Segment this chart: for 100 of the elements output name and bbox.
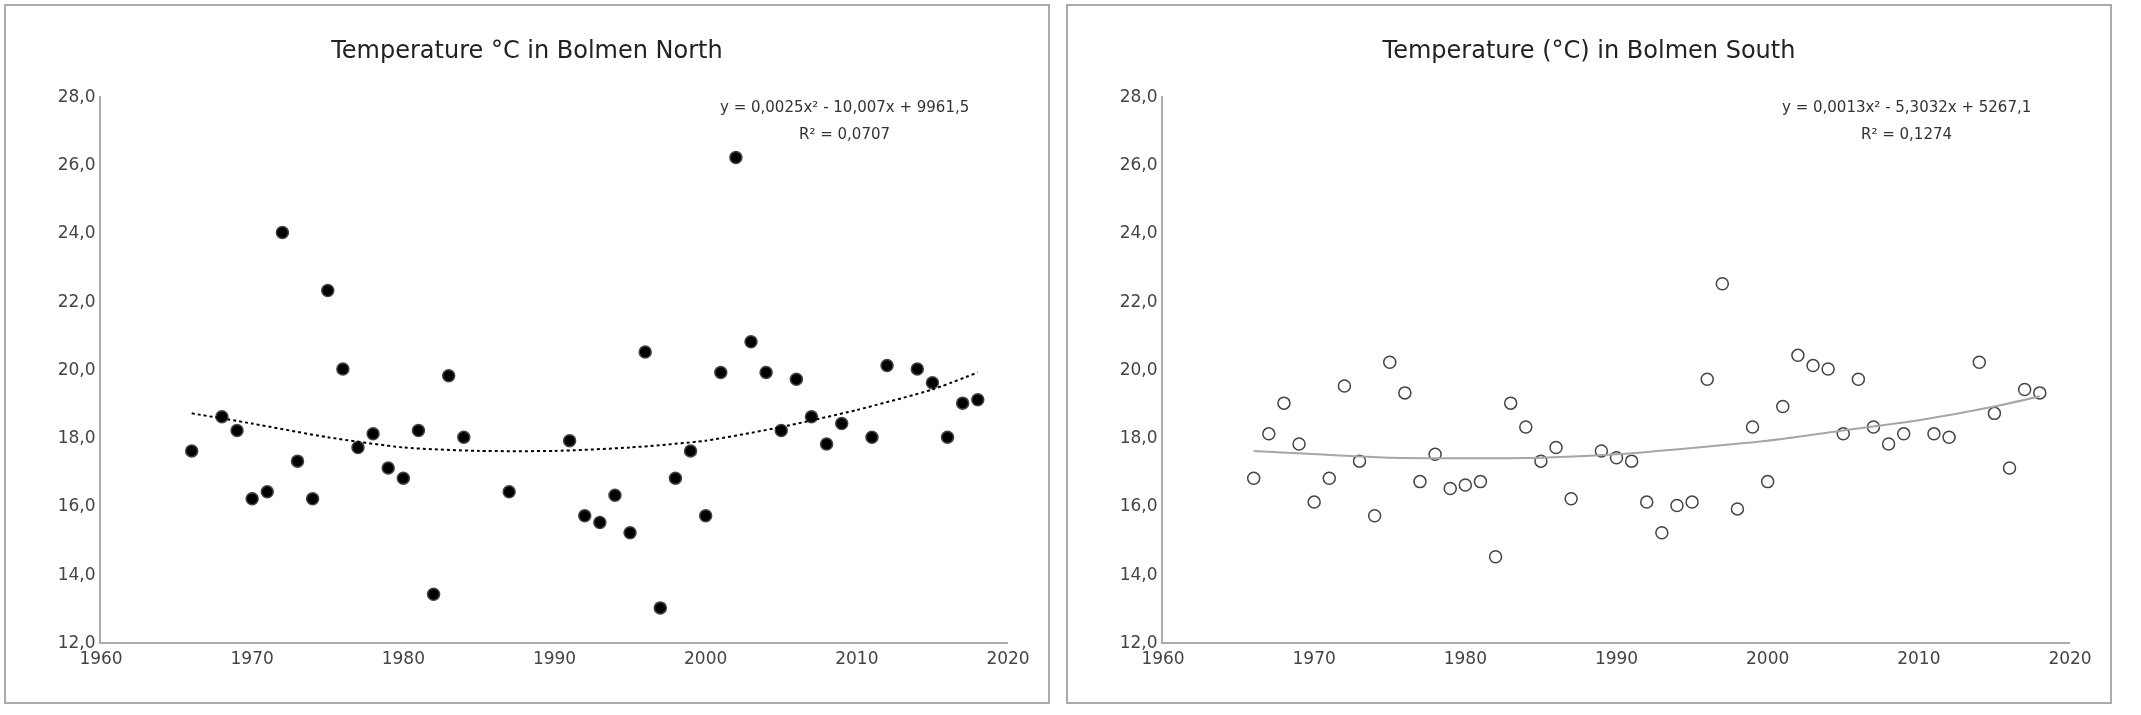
point [865,430,879,444]
x-tick-label: 2020 [2048,648,2092,669]
annotation: y = 0,0013x² - 5,3032x + 5267,1 [1782,98,2032,116]
point [1776,399,1790,414]
y-tick-label: 18,0 [1119,427,1158,448]
point [1942,430,1956,444]
annotation: y = 0,0025x² - 10,007x + 9961,5 [720,98,970,116]
point [880,358,894,373]
point [2017,382,2032,397]
x-tick-label: 1980 [1443,648,1487,669]
point [230,423,244,438]
point [1413,474,1427,489]
x-tick-label: 2010 [835,648,879,669]
point [804,410,819,424]
point [275,225,290,240]
point [502,485,516,499]
point [683,444,698,458]
point [1927,427,1941,441]
point [714,365,728,380]
y-tick-label: 22,0 [57,290,96,311]
point [184,444,199,458]
x-tick-label: 1990 [1594,648,1639,669]
point [653,601,668,615]
point [1821,362,1835,376]
point [744,334,758,349]
y-tick-label: 16,0 [1119,495,1158,516]
point [593,515,607,530]
point [698,508,713,523]
x-tick-label: 2000 [1746,648,1790,669]
y-tick-label: 22,0 [1119,290,1158,311]
point [2002,461,2017,475]
point [925,375,940,390]
point [305,491,320,506]
point [910,362,925,376]
x-tick-label: 1990 [532,648,577,669]
point [789,372,804,386]
point [1337,379,1352,393]
point [668,471,683,485]
point [1564,491,1578,506]
annotation: R² = 0,1274 [1861,125,1953,143]
point [834,416,849,431]
x-tick-label: 2020 [986,648,1030,669]
point [1624,454,1639,468]
annotation: R² = 0,0707 [799,125,891,143]
point [457,430,471,444]
x-tick-label: 1970 [1292,648,1336,669]
point [1806,358,1820,373]
point [260,485,275,499]
point [1639,495,1654,509]
point [321,283,335,298]
point [1760,474,1775,489]
x-tick-label: 2000 [684,648,728,669]
y-tick-label: 20,0 [57,358,96,379]
point [1715,276,1730,291]
point [1549,440,1563,455]
y-tick-label: 24,0 [57,222,96,243]
point [1367,508,1382,523]
point [1670,498,1684,513]
point [411,423,426,438]
point [1519,420,1533,434]
point [955,396,970,410]
point [1307,495,1321,509]
y-tick-label: 14,0 [1119,563,1158,584]
point [1896,427,1911,441]
point [1292,437,1306,451]
y-tick-label: 26,0 [1119,154,1158,175]
point [1503,396,1518,410]
chart-title: Temperature °C in Bolmen North [330,35,723,64]
point [623,526,637,540]
point [1458,478,1473,492]
y-tick-label: 18,0 [57,427,96,448]
point [729,150,743,165]
y-tick-label: 12,0 [57,631,96,652]
point [562,433,577,448]
point [577,508,592,523]
x-tick-label: 2010 [1897,648,1941,669]
point [940,430,955,444]
chart-title: Temperature (°C) in Bolmen South [1381,35,1796,64]
point [1972,355,1987,369]
point [1277,396,1291,410]
point [1398,386,1412,400]
point [1246,471,1261,485]
point [638,345,652,359]
y-tick-label: 12,0 [1119,631,1158,652]
point [396,471,411,485]
point [1745,420,1760,434]
point [1443,481,1457,496]
point [426,587,441,601]
point [1791,348,1805,363]
point [2033,386,2047,400]
point [245,491,259,506]
point [336,362,350,376]
point [1383,355,1397,369]
x-tick-label: 1970 [230,648,274,669]
point [381,461,395,475]
point [1987,406,2002,421]
point [1685,495,1699,509]
point [1473,474,1488,489]
y-tick-label: 24,0 [1119,222,1158,243]
point [441,369,456,383]
